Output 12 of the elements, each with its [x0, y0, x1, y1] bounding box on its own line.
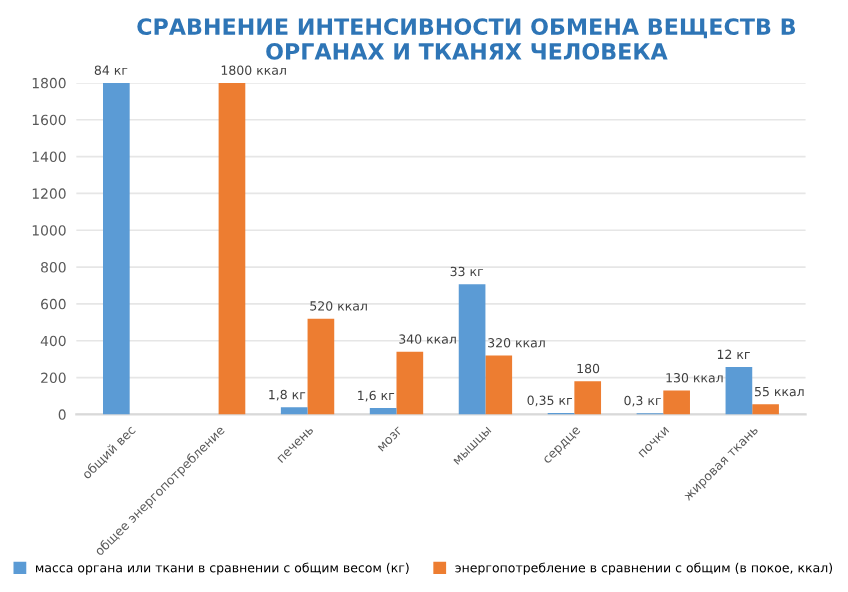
bar [369, 408, 397, 415]
bar [396, 351, 424, 415]
bar [752, 404, 779, 415]
bar [280, 407, 308, 415]
bar [218, 82, 246, 415]
bar [574, 381, 602, 415]
bar [725, 367, 753, 415]
bar [103, 82, 130, 415]
chart-title: СРАВНЕНИЕ ИНТЕНСИВНОСТИ ОБМЕНА ВЕЩЕСТВ В ОРГАНАХ И ТКАНЯХ ЧЕЛОВЕКА [137, 18, 796, 60]
bar [663, 390, 690, 415]
bar [307, 318, 335, 415]
bar [458, 284, 486, 415]
